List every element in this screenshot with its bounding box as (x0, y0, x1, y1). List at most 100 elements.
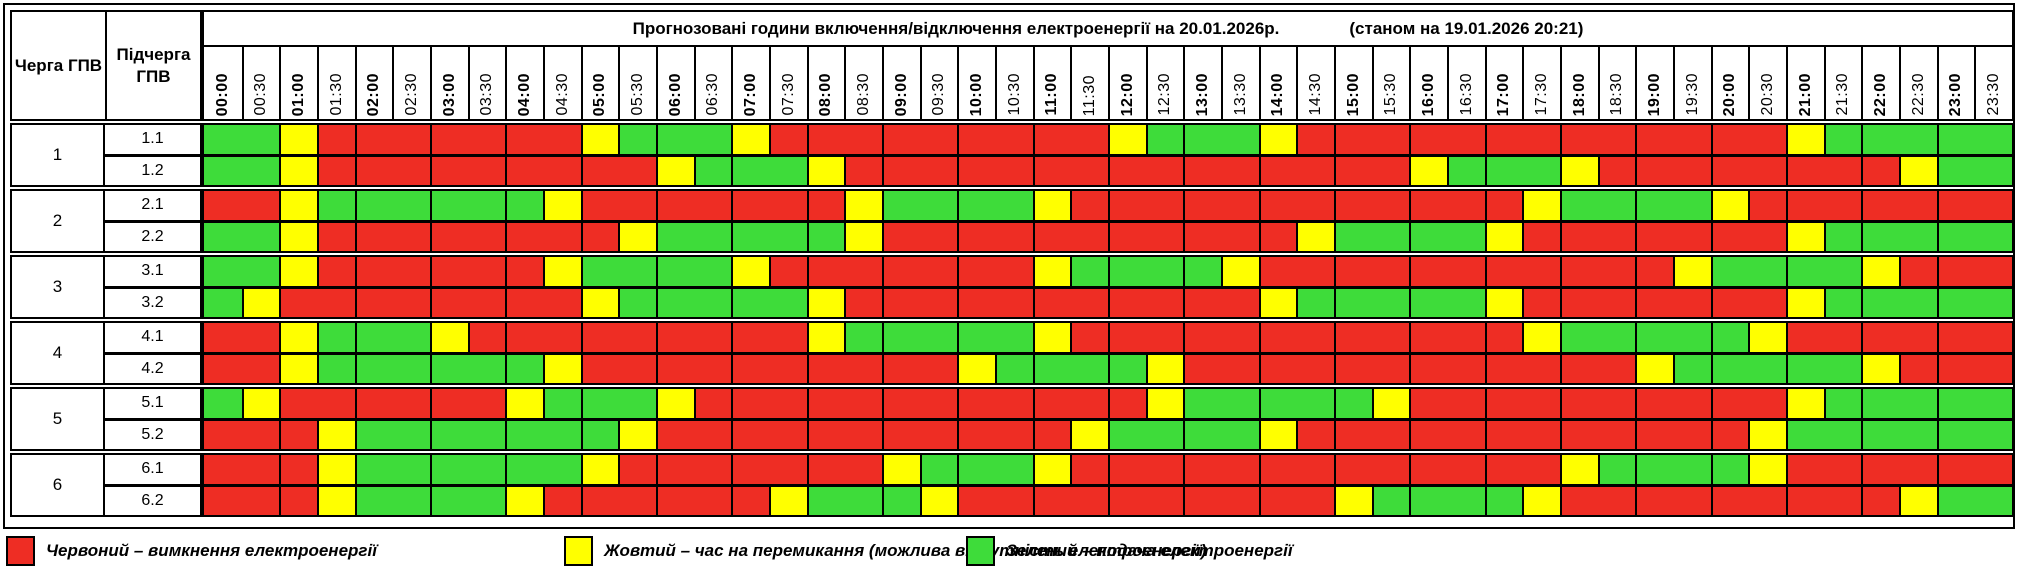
schedule-cell (354, 156, 393, 185)
schedule-cell (1447, 257, 1485, 286)
schedule-cell (580, 156, 619, 185)
schedule-cell (1786, 486, 1824, 515)
schedule-cell (806, 420, 845, 449)
schedule-cell (543, 420, 581, 449)
schedule-cell (882, 156, 920, 185)
schedule-cell (1221, 191, 1259, 220)
schedule-cell (844, 191, 882, 220)
schedule-cell (1522, 156, 1560, 185)
time-header-cell: 19:30 (1673, 47, 1711, 119)
schedule-cell (543, 125, 581, 154)
schedule-cell (919, 257, 958, 286)
schedule-cell (995, 486, 1033, 515)
schedule-cell (1748, 420, 1786, 449)
schedule-cell (1560, 125, 1598, 154)
time-header-cell: 18:30 (1597, 47, 1636, 119)
schedule-cell (731, 455, 769, 484)
schedule-cell (392, 257, 430, 286)
queue-group-labels: 3 3.1 3.2 (10, 255, 202, 319)
schedule-cell (731, 191, 769, 220)
schedule-cell (1974, 486, 2012, 515)
schedule-cell (1409, 354, 1447, 383)
time-label: 02:30 (403, 73, 421, 116)
time-header-cell: 21:00 (1786, 47, 1824, 119)
schedule-cell (467, 354, 506, 383)
schedule-cell (1108, 125, 1146, 154)
schedule-cell (1484, 257, 1523, 286)
schedule-cell (656, 288, 694, 317)
schedule-cell (1221, 354, 1259, 383)
schedule-cell (1974, 420, 2012, 449)
schedule-cell (1296, 257, 1334, 286)
schedule-cell (1183, 323, 1221, 352)
schedule-cell (618, 486, 656, 515)
schedule-cell (317, 156, 355, 185)
schedule-cell (204, 257, 242, 286)
time-header-cell: 20:00 (1710, 47, 1749, 119)
schedule-cell (1296, 125, 1334, 154)
queue-group-labels: 4 4.1 4.2 (10, 321, 202, 385)
schedule-cell (430, 156, 468, 185)
schedule-cell (1334, 257, 1372, 286)
schedule-cell (1710, 455, 1749, 484)
subqueue-label: 4.2 (141, 359, 164, 377)
queue-number: 3 (12, 257, 105, 317)
schedule-cell (1823, 389, 1862, 418)
schedule-cell (1673, 389, 1711, 418)
schedule-cell (467, 420, 506, 449)
schedule-cell (1861, 288, 1899, 317)
schedule-cell (1258, 323, 1297, 352)
time-label: 03:00 (440, 72, 458, 116)
schedule-cell (1409, 389, 1447, 418)
schedule-cell (1145, 125, 1184, 154)
schedule-cell (1296, 156, 1334, 185)
schedule-cell (1710, 323, 1749, 352)
schedule-cell (1296, 191, 1334, 220)
schedule-cell (957, 420, 995, 449)
schedule-cell (1070, 156, 1108, 185)
queue-group-schedule (202, 453, 2014, 517)
schedule-cell (392, 323, 430, 352)
schedule-cell (806, 354, 845, 383)
schedule-cell (1823, 323, 1862, 352)
schedule-cell (204, 156, 242, 185)
queue-column-header: Черга ГПВ (12, 12, 107, 119)
schedule-cell (1371, 222, 1410, 251)
schedule-cell (769, 455, 807, 484)
schedule-cell (1974, 156, 2012, 185)
time-header-cell: 07:00 (731, 47, 769, 119)
schedule-cell (1936, 354, 1975, 383)
schedule-cell (806, 222, 845, 251)
time-header-cell: 10:00 (957, 47, 995, 119)
schedule-row (204, 323, 2012, 355)
schedule-cell (1334, 288, 1372, 317)
schedule-cell (505, 288, 543, 317)
queue-group-labels: 6 6.1 6.2 (10, 453, 202, 517)
schedule-cell (1597, 389, 1636, 418)
schedule-cell (1522, 323, 1560, 352)
schedule-cell (1145, 156, 1184, 185)
time-header-cell: 10:30 (995, 47, 1033, 119)
schedule-cell (1522, 455, 1560, 484)
schedule-cell (1032, 125, 1071, 154)
schedule-cell (1484, 323, 1523, 352)
schedule-cell (1334, 125, 1372, 154)
schedule-cell (1183, 389, 1221, 418)
time-label: 11:00 (1043, 73, 1061, 116)
schedule-cell (957, 125, 995, 154)
schedule-cell (1560, 389, 1598, 418)
schedule-cell (505, 156, 543, 185)
schedule-cell (1560, 288, 1598, 317)
schedule-cell (1484, 389, 1523, 418)
schedule-cell (1183, 257, 1221, 286)
time-header-cell: 06:30 (693, 47, 732, 119)
schedule-cell (1447, 288, 1485, 317)
schedule-cell (354, 257, 393, 286)
schedule-cell (1823, 125, 1862, 154)
schedule-cell (844, 486, 882, 515)
time-header-cell: 12:30 (1145, 47, 1184, 119)
schedule-cell (430, 288, 468, 317)
schedule-row (204, 191, 2012, 223)
schedule-cell (1748, 191, 1786, 220)
